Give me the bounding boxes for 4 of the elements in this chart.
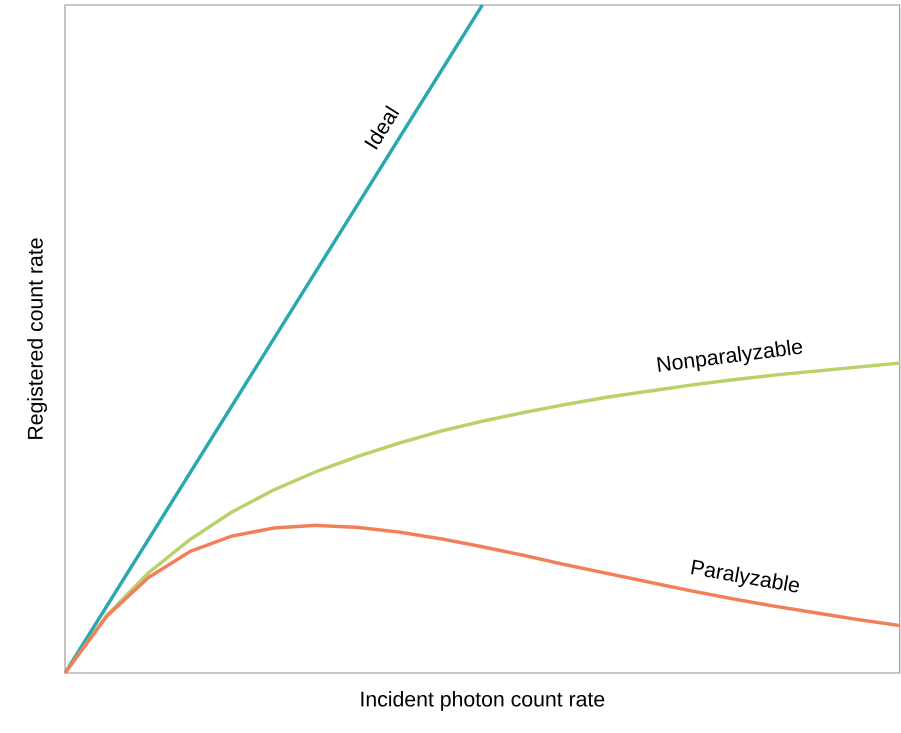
- y-axis-title: Registered count rate: [27, 238, 47, 439]
- text: Nonparalyzable: [657, 340, 802, 372]
- x-axis-title: Incident photon count rate: [361, 691, 604, 711]
- text: Paralyzable: [691, 560, 799, 592]
